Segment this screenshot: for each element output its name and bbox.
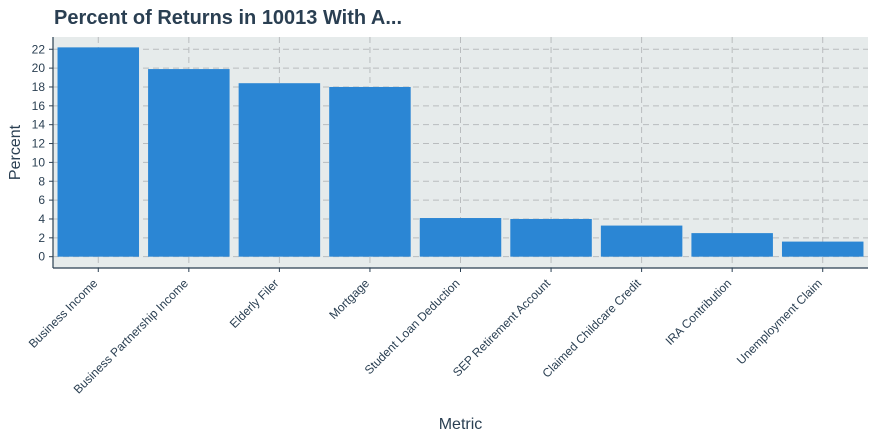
x-axis-label: Metric (439, 416, 483, 433)
bar (238, 83, 321, 257)
bar (329, 86, 411, 257)
bar (510, 218, 592, 257)
y-tick-label: 12 (32, 137, 46, 151)
y-tick-label: 4 (38, 212, 45, 226)
x-tick-label: Elderly Filer (227, 276, 282, 331)
y-axis-label: Percent (7, 124, 24, 180)
bar (148, 69, 230, 257)
bar (781, 241, 864, 257)
bar (600, 225, 683, 257)
bars (57, 47, 864, 257)
axes (49, 37, 868, 272)
y-tick-labels: 0 2 4 6 8 10 12 14 16 18 20 22 (32, 42, 46, 263)
x-tick-label: Mortgage (326, 276, 372, 322)
x-tick-label: Student Loan Deduction (362, 276, 463, 377)
y-tick-label: 8 (38, 174, 45, 188)
x-tick-label: IRA Contribution (663, 276, 735, 348)
y-tick-label: 16 (32, 99, 46, 113)
chart-title: Percent of Returns in 10013 With A... (54, 7, 402, 29)
bar (57, 47, 140, 257)
x-tick-label: Claimed Childcare Credit (540, 276, 645, 381)
bar (691, 233, 773, 257)
y-tick-label: 0 (38, 250, 45, 264)
y-tick-label: 14 (32, 118, 46, 132)
y-tick-label: 10 (32, 155, 46, 169)
y-tick-label: 2 (38, 231, 45, 245)
y-tick-label: 22 (32, 42, 46, 56)
x-tick-label: SEP Retirement Account (450, 276, 554, 380)
x-tick-label: Business Income (26, 276, 101, 351)
y-tick-label: 20 (32, 61, 46, 75)
y-tick-label: 6 (38, 193, 45, 207)
x-tick-label: Unemployment Claim (734, 276, 825, 367)
bar (419, 218, 502, 257)
y-tick-label: 18 (32, 80, 46, 94)
